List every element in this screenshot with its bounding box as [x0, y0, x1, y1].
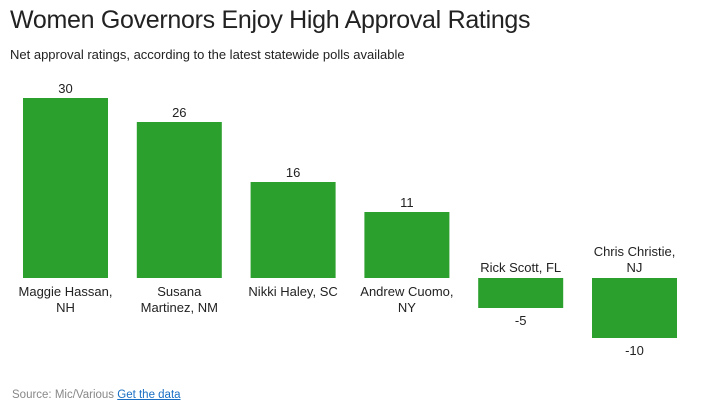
- bar-2: [250, 182, 336, 278]
- chart-title: Women Governors Enjoy High Approval Rati…: [10, 6, 531, 34]
- bar-1: [136, 122, 222, 278]
- bar-5: [592, 278, 677, 338]
- category-label-5: Chris Christie, NJ: [594, 244, 676, 275]
- category-label-2: Nikki Haley, SC: [248, 284, 337, 299]
- value-label-5: -10: [625, 343, 644, 358]
- bar-3: [364, 212, 450, 278]
- source-line: Source: Mic/Various Get the data: [12, 389, 181, 401]
- bar-0: [23, 98, 108, 278]
- category-label-3: Andrew Cuomo, NY: [360, 284, 453, 315]
- value-label-2: 16: [286, 165, 300, 180]
- value-label-3: 11: [400, 195, 414, 210]
- value-label-4: -5: [515, 313, 527, 328]
- source-text: Source: Mic/Various: [12, 389, 115, 401]
- category-label-0: Maggie Hassan, NH: [19, 284, 113, 315]
- category-label-1: Susana Martinez, NM: [141, 284, 218, 315]
- bar-4: [478, 278, 564, 308]
- get-the-data-link[interactable]: Get the data: [117, 389, 181, 401]
- chart-subtitle: Net approval ratings, according to the l…: [10, 47, 405, 62]
- bar-chart: 30 Maggie Hassan, NH 26 Susana Martinez, NM 16…: [19, 81, 677, 358]
- category-label-4: Rick Scott, FL: [480, 260, 561, 275]
- value-label-0: 30: [58, 81, 72, 96]
- value-label-1: 26: [172, 105, 186, 120]
